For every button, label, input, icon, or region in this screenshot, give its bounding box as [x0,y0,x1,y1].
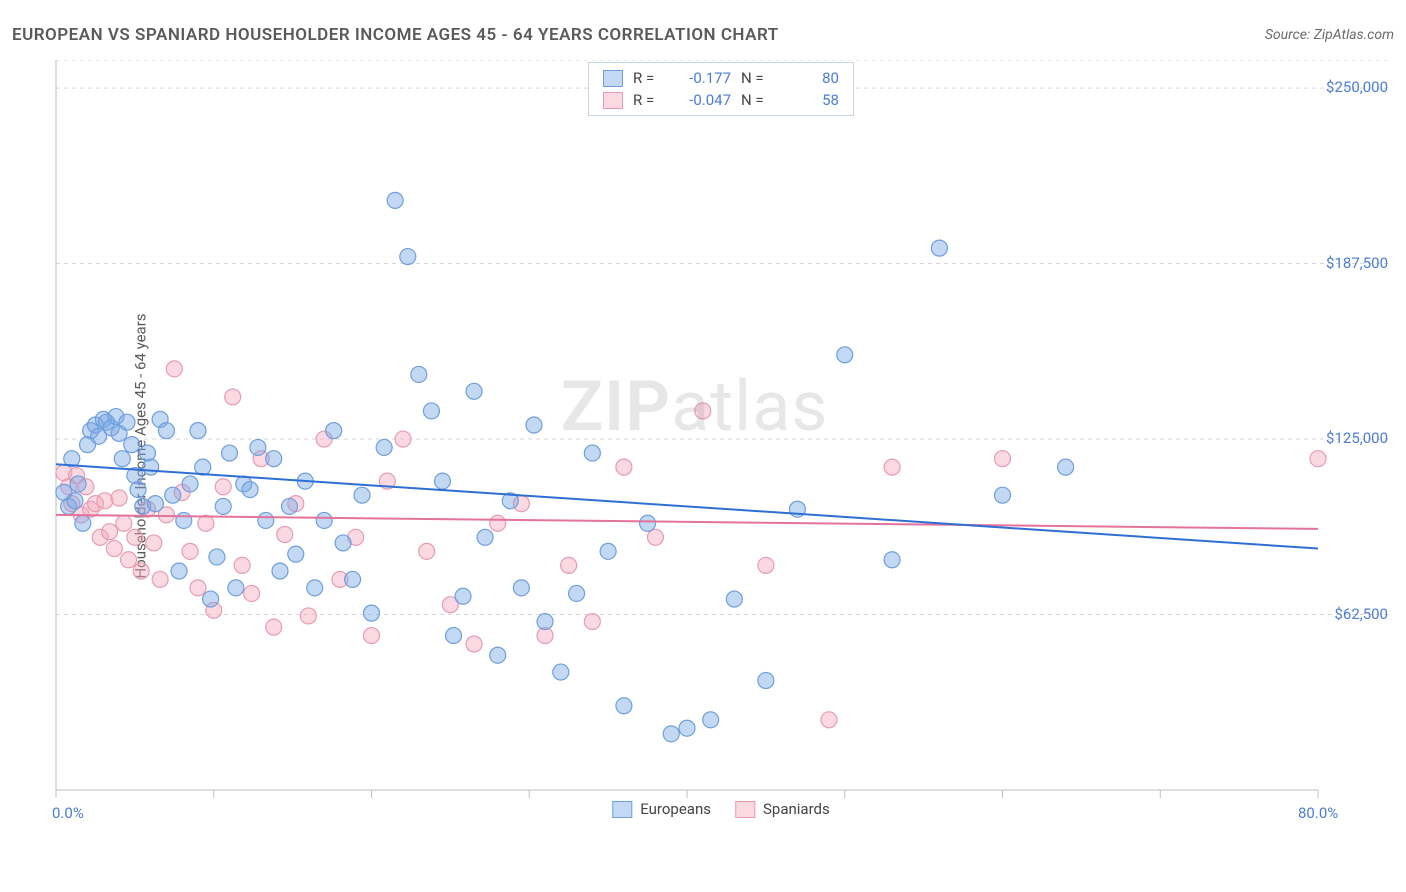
chart-header: EUROPEAN VS SPANIARD HOUSEHOLDER INCOME … [12,20,1394,50]
n-label: N = [741,89,773,111]
n-value-europeans: 80 [783,67,839,89]
legend-item-spaniards: Spaniards [735,800,830,818]
swatch-spaniards-icon [603,92,623,109]
r-label: R = [633,89,665,111]
source-name: ZipAtlas.com [1314,27,1394,43]
legend-label-spaniards: Spaniards [763,800,830,818]
swatch-europeans-icon [612,801,632,818]
y-tick-62k: $62,500 [1334,605,1388,623]
legend-item-europeans: Europeans [612,800,711,818]
chart-svg [54,60,1388,830]
legend-label-europeans: Europeans [640,800,711,818]
correlation-legend: R = -0.177 N = 80 R = -0.047 N = 58 [588,62,854,116]
legend-row-spaniards: R = -0.047 N = 58 [603,89,839,111]
swatch-spaniards-icon [735,801,755,818]
source-prefix: Source: [1265,27,1314,43]
r-value-spaniards: -0.047 [675,89,731,111]
x-tick-max: 80.0% [1298,804,1338,822]
n-value-spaniards: 58 [783,89,839,111]
y-tick-250k: $250,000 [1326,78,1388,96]
r-value-europeans: -0.177 [675,67,731,89]
chart-source: Source: ZipAtlas.com [1265,27,1394,43]
y-tick-187k: $187,500 [1326,254,1388,272]
legend-row-europeans: R = -0.177 N = 80 [603,67,839,89]
y-tick-125k: $125,000 [1326,429,1388,447]
n-label: N = [741,67,773,89]
series-legend: Europeans Spaniards [612,800,829,818]
swatch-europeans-icon [603,70,623,87]
x-tick-min: 0.0% [52,804,84,822]
scatter-plot: R = -0.177 N = 80 R = -0.047 N = 58 ZIPa… [54,60,1388,830]
chart-title: EUROPEAN VS SPANIARD HOUSEHOLDER INCOME … [12,25,779,45]
r-label: R = [633,67,665,89]
